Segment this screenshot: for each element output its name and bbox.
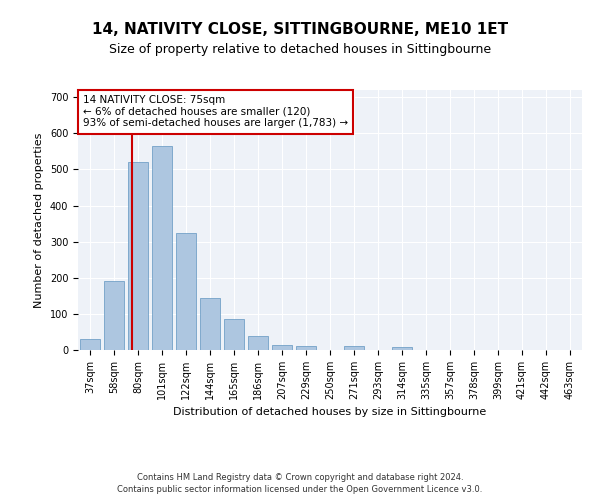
- Bar: [128, 162, 148, 350]
- Bar: [344, 346, 364, 350]
- Bar: [80, 339, 100, 350]
- Bar: [248, 336, 268, 350]
- Bar: [152, 146, 172, 350]
- Bar: [200, 298, 220, 350]
- Bar: [392, 347, 412, 350]
- X-axis label: Distribution of detached houses by size in Sittingbourne: Distribution of detached houses by size …: [173, 408, 487, 418]
- Text: Size of property relative to detached houses in Sittingbourne: Size of property relative to detached ho…: [109, 42, 491, 56]
- Text: 14 NATIVITY CLOSE: 75sqm
← 6% of detached houses are smaller (120)
93% of semi-d: 14 NATIVITY CLOSE: 75sqm ← 6% of detache…: [83, 95, 348, 128]
- Text: 14, NATIVITY CLOSE, SITTINGBOURNE, ME10 1ET: 14, NATIVITY CLOSE, SITTINGBOURNE, ME10 …: [92, 22, 508, 38]
- Text: Contains public sector information licensed under the Open Government Licence v3: Contains public sector information licen…: [118, 485, 482, 494]
- Bar: [176, 232, 196, 350]
- Y-axis label: Number of detached properties: Number of detached properties: [34, 132, 44, 308]
- Bar: [104, 282, 124, 350]
- Bar: [296, 346, 316, 350]
- Bar: [272, 346, 292, 350]
- Text: Contains HM Land Registry data © Crown copyright and database right 2024.: Contains HM Land Registry data © Crown c…: [137, 472, 463, 482]
- Bar: [224, 320, 244, 350]
